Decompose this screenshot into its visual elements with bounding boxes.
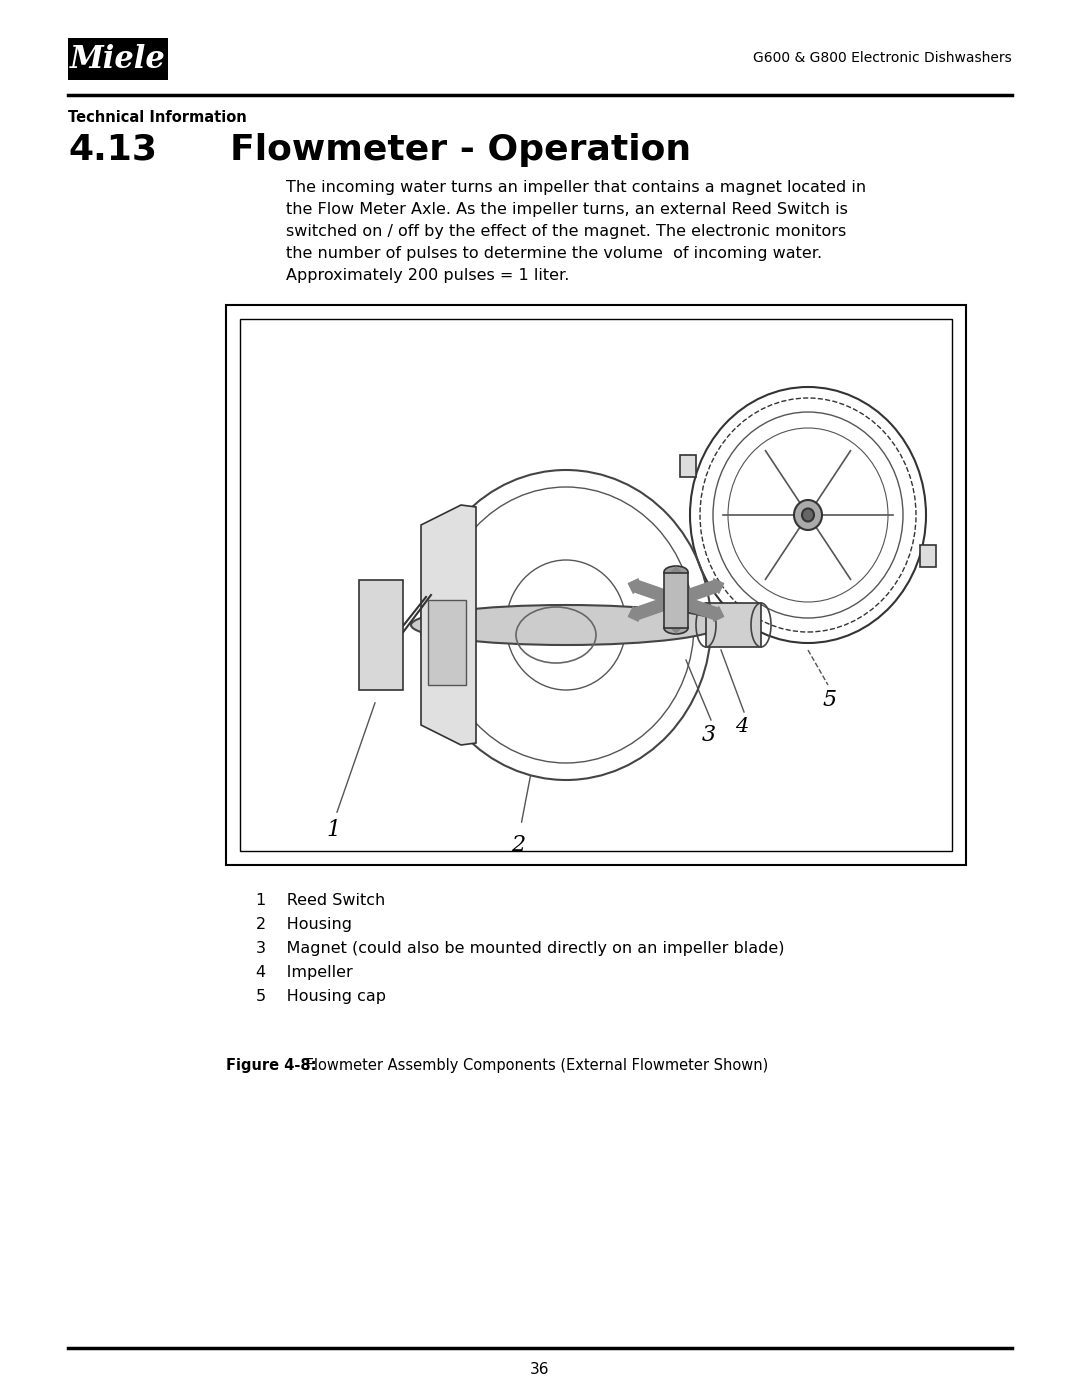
Ellipse shape (373, 615, 389, 626)
Ellipse shape (411, 605, 721, 645)
Text: Miele: Miele (70, 43, 166, 74)
Text: 1    Reed Switch: 1 Reed Switch (256, 893, 386, 908)
Polygon shape (421, 504, 476, 745)
Text: Technical Information: Technical Information (68, 110, 246, 126)
Bar (359, 580, 403, 690)
Text: switched on / off by the effect of the magnet. The electronic monitors: switched on / off by the effect of the m… (286, 224, 847, 239)
Text: 2: 2 (511, 834, 525, 856)
FancyArrow shape (669, 567, 684, 592)
Ellipse shape (666, 590, 686, 610)
Bar (920, 545, 936, 567)
Text: G600 & G800 Electronic Dishwashers: G600 & G800 Electronic Dishwashers (753, 52, 1012, 66)
Text: 4    Impeller: 4 Impeller (256, 965, 353, 981)
Bar (706, 604, 761, 647)
Bar (664, 573, 688, 629)
Text: Figure 4-8:: Figure 4-8: (226, 1058, 316, 1073)
Text: the number of pulses to determine the volume  of incoming water.: the number of pulses to determine the vo… (286, 246, 822, 261)
FancyArrow shape (629, 578, 667, 602)
Text: 5: 5 (823, 689, 837, 711)
FancyArrow shape (629, 598, 667, 622)
Text: The incoming water turns an impeller that contains a magnet located in: The incoming water turns an impeller tha… (286, 180, 866, 196)
Ellipse shape (664, 622, 688, 634)
Text: 36: 36 (530, 1362, 550, 1377)
Bar (680, 455, 696, 476)
Text: 4: 4 (735, 718, 748, 736)
Text: 2    Housing: 2 Housing (256, 916, 352, 932)
Text: 5    Housing cap: 5 Housing cap (256, 989, 386, 1004)
FancyArrow shape (685, 598, 724, 622)
Bar (428, 599, 465, 685)
Ellipse shape (794, 500, 822, 529)
Text: 4.13: 4.13 (68, 133, 157, 168)
Bar (68, 38, 168, 80)
Text: Flowmeter Assembly Components (External Flowmeter Shown): Flowmeter Assembly Components (External … (301, 1058, 768, 1073)
Ellipse shape (802, 509, 814, 521)
Text: Flowmeter - Operation: Flowmeter - Operation (230, 133, 691, 168)
Text: 3: 3 (702, 724, 716, 746)
Bar (226, 305, 966, 865)
Text: 1: 1 (327, 819, 341, 841)
FancyArrow shape (669, 608, 684, 633)
Text: the Flow Meter Axle. As the impeller turns, an external Reed Switch is: the Flow Meter Axle. As the impeller tur… (286, 203, 848, 217)
Text: Approximately 200 pulses = 1 liter.: Approximately 200 pulses = 1 liter. (286, 268, 569, 284)
Text: 3    Magnet (could also be mounted directly on an impeller blade): 3 Magnet (could also be mounted directly… (256, 942, 784, 956)
Bar (240, 319, 951, 851)
FancyArrow shape (685, 578, 724, 602)
Ellipse shape (664, 566, 688, 578)
